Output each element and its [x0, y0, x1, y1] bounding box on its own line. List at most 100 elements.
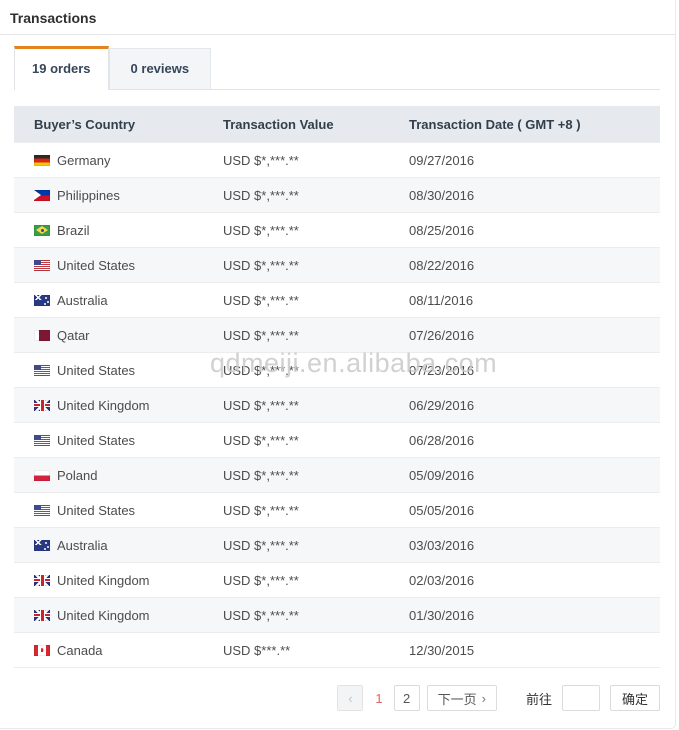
table-row: United States USD $*,***.** 07/23/2016 — [14, 352, 660, 388]
column-buyers-country: Buyer’s Country — [14, 106, 223, 143]
table-row: Canada USD $***.** 12/30/2015 — [14, 632, 660, 668]
country-flag-icon — [34, 539, 50, 551]
country-cell: United States — [14, 433, 223, 448]
transactions-table: Buyer’s Country Transaction Value Transa… — [14, 106, 660, 668]
transaction-value: USD $*,***.** — [223, 492, 409, 528]
table-row: Australia USD $*,***.** 03/03/2016 — [14, 527, 660, 563]
tab-strip: 19 orders 0 reviews — [14, 45, 660, 90]
chevron-right-icon: › — [481, 690, 486, 706]
country-cell: United Kingdom — [14, 608, 223, 623]
transaction-value: USD $*,***.** — [223, 212, 409, 248]
country-flag-icon — [34, 574, 50, 586]
country-name: Poland — [57, 467, 98, 483]
table-row: United States USD $*,***.** 05/05/2016 — [14, 492, 660, 528]
country-cell: United Kingdom — [14, 573, 223, 588]
country-name: United States — [57, 432, 136, 448]
transaction-value: USD $*,***.** — [223, 527, 409, 563]
goto-label: 前往 — [525, 691, 552, 707]
country-cell: United Kingdom — [14, 398, 223, 413]
content-area: 19 orders 0 reviews Buyer’s Country Tran… — [14, 45, 660, 711]
confirm-button[interactable]: 确定 — [610, 685, 660, 711]
table-row: United States USD $*,***.** 06/28/2016 — [14, 422, 660, 458]
country-cell: United States — [14, 503, 223, 518]
country-cell: Canada — [14, 643, 223, 658]
country-flag-icon — [34, 469, 50, 481]
column-transaction-value: Transaction Value — [223, 106, 409, 143]
country-cell: United States — [14, 258, 223, 273]
country-flag-icon — [34, 399, 50, 411]
country-flag-icon — [34, 609, 50, 621]
transaction-value: USD $*,***.** — [223, 177, 409, 213]
country-name: Australia — [57, 292, 108, 308]
transaction-date: 08/22/2016 — [409, 247, 660, 283]
country-name: Philippines — [57, 187, 120, 203]
chevron-left-icon: ‹ — [348, 690, 353, 706]
tab-reviews[interactable]: 0 reviews — [108, 48, 212, 89]
table-row: United Kingdom USD $*,***.** 02/03/2016 — [14, 562, 660, 598]
country-name: United States — [57, 362, 136, 378]
country-flag-icon — [34, 644, 50, 656]
country-cell: United States — [14, 363, 223, 378]
transaction-date: 07/23/2016 — [409, 352, 660, 388]
country-name: Brazil — [57, 222, 90, 238]
transaction-value: USD $*,***.** — [223, 562, 409, 598]
transaction-value: USD $***.** — [223, 632, 409, 668]
goto-page-input[interactable] — [562, 685, 600, 711]
table-header-row: Buyer’s Country Transaction Value Transa… — [14, 106, 660, 143]
transaction-value: USD $*,***.** — [223, 597, 409, 633]
transaction-date: 02/03/2016 — [409, 562, 660, 598]
table-row: Brazil USD $*,***.** 08/25/2016 — [14, 212, 660, 248]
transaction-value: USD $*,***.** — [223, 457, 409, 493]
country-flag-icon — [34, 154, 50, 166]
country-flag-icon — [34, 259, 50, 271]
country-flag-icon — [34, 364, 50, 376]
table-row: Germany USD $*,***.** 09/27/2016 — [14, 142, 660, 178]
country-flag-icon — [34, 294, 50, 306]
transaction-value: USD $*,***.** — [223, 247, 409, 283]
page-title: Transactions — [10, 10, 97, 26]
country-flag-icon — [34, 224, 50, 236]
transaction-date: 06/28/2016 — [409, 422, 660, 458]
country-name: Canada — [57, 642, 103, 658]
page-2-button[interactable]: 2 — [393, 685, 420, 711]
table-row: Qatar USD $*,***.** 07/26/2016 — [14, 317, 660, 353]
country-flag-icon — [34, 504, 50, 516]
transaction-date: 08/11/2016 — [409, 282, 660, 318]
transaction-value: USD $*,***.** — [223, 352, 409, 388]
table-row: United Kingdom USD $*,***.** 01/30/2016 — [14, 597, 660, 633]
table-row: United States USD $*,***.** 08/22/2016 — [14, 247, 660, 283]
country-name: United Kingdom — [57, 607, 150, 623]
transaction-date: 12/30/2015 — [409, 632, 660, 668]
transaction-value: USD $*,***.** — [223, 387, 409, 423]
country-name: United Kingdom — [57, 397, 150, 413]
pagination: ‹ 1 2 下一页 › 前往 确定 — [14, 685, 660, 711]
transaction-date: 01/30/2016 — [409, 597, 660, 633]
transaction-date: 05/09/2016 — [409, 457, 660, 493]
country-cell: Poland — [14, 468, 223, 483]
table-row: Australia USD $*,***.** 08/11/2016 — [14, 282, 660, 318]
tab-orders[interactable]: 19 orders — [14, 46, 109, 90]
column-transaction-date: Transaction Date ( GMT +8 ) — [409, 106, 660, 143]
country-cell: Germany — [14, 153, 223, 168]
country-flag-icon — [34, 189, 50, 201]
country-name: United States — [57, 257, 136, 273]
table-row: United Kingdom USD $*,***.** 06/29/2016 — [14, 387, 660, 423]
next-page-button[interactable]: 下一页 › — [426, 685, 497, 711]
country-name: Australia — [57, 537, 108, 553]
country-flag-icon — [34, 434, 50, 446]
country-name: United States — [57, 502, 136, 518]
country-cell: Philippines — [14, 188, 223, 203]
country-cell: Brazil — [14, 223, 223, 238]
country-name: United Kingdom — [57, 572, 150, 588]
title-divider — [0, 34, 675, 35]
transaction-date: 06/29/2016 — [409, 387, 660, 423]
transaction-date: 05/05/2016 — [409, 492, 660, 528]
transaction-value: USD $*,***.** — [223, 142, 409, 178]
page-1-current[interactable]: 1 — [375, 690, 383, 706]
prev-page-button[interactable]: ‹ — [337, 685, 364, 711]
table-row: Philippines USD $*,***.** 08/30/2016 — [14, 177, 660, 213]
table-header: Buyer’s Country Transaction Value Transa… — [14, 106, 660, 143]
country-name: Qatar — [57, 327, 90, 343]
country-cell: Australia — [14, 538, 223, 553]
